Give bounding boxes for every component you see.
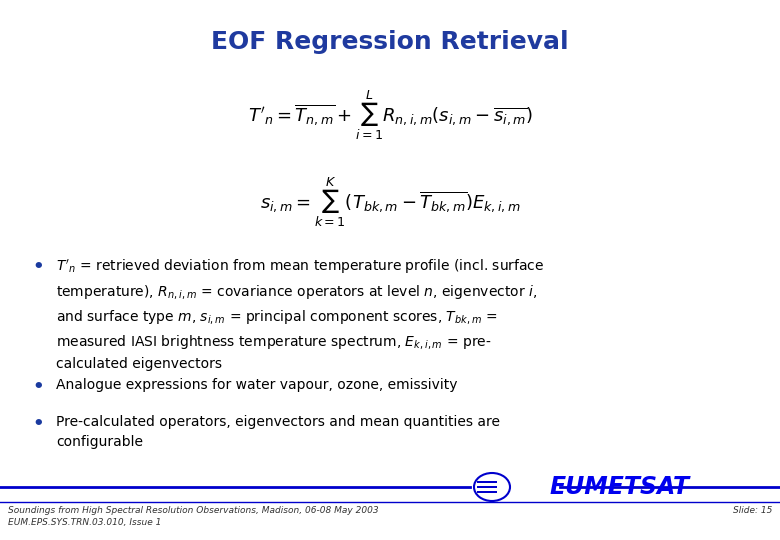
Text: Pre-calculated operators, eigenvectors and mean quantities are
configurable: Pre-calculated operators, eigenvectors a…	[56, 415, 500, 449]
Text: Analogue expressions for water vapour, ozone, emissivity: Analogue expressions for water vapour, o…	[56, 378, 458, 392]
Text: •: •	[32, 415, 44, 433]
Text: $T'_n$ = retrieved deviation from mean temperature profile (incl. surface
temper: $T'_n$ = retrieved deviation from mean t…	[56, 258, 544, 371]
FancyBboxPatch shape	[477, 486, 497, 488]
Text: Soundings from High Spectral Resolution Observations, Madison, 06-08 May 2003: Soundings from High Spectral Resolution …	[8, 506, 378, 515]
Text: EUM.EPS.SYS.TRN.03.010, Issue 1: EUM.EPS.SYS.TRN.03.010, Issue 1	[8, 518, 161, 527]
Text: EOF Regression Retrieval: EOF Regression Retrieval	[211, 30, 569, 54]
FancyBboxPatch shape	[477, 491, 497, 493]
Text: •: •	[32, 378, 44, 396]
Text: $T'_n = \overline{T_{n,m}} + \sum_{i=1}^{L} R_{n,i,m}(s_{i,m} - \overline{s_{i,m: $T'_n = \overline{T_{n,m}} + \sum_{i=1}^…	[247, 88, 533, 141]
FancyBboxPatch shape	[477, 481, 497, 483]
Ellipse shape	[474, 473, 510, 501]
Text: $s_{i,m} = \sum_{k=1}^{K} (T_{bk,m} - \overline{T_{bk,m}})E_{k,i,m}$: $s_{i,m} = \sum_{k=1}^{K} (T_{bk,m} - \o…	[260, 175, 520, 228]
Text: •: •	[32, 258, 44, 276]
Text: EUMETSAT: EUMETSAT	[550, 475, 690, 499]
Text: Slide: 15: Slide: 15	[732, 506, 772, 515]
